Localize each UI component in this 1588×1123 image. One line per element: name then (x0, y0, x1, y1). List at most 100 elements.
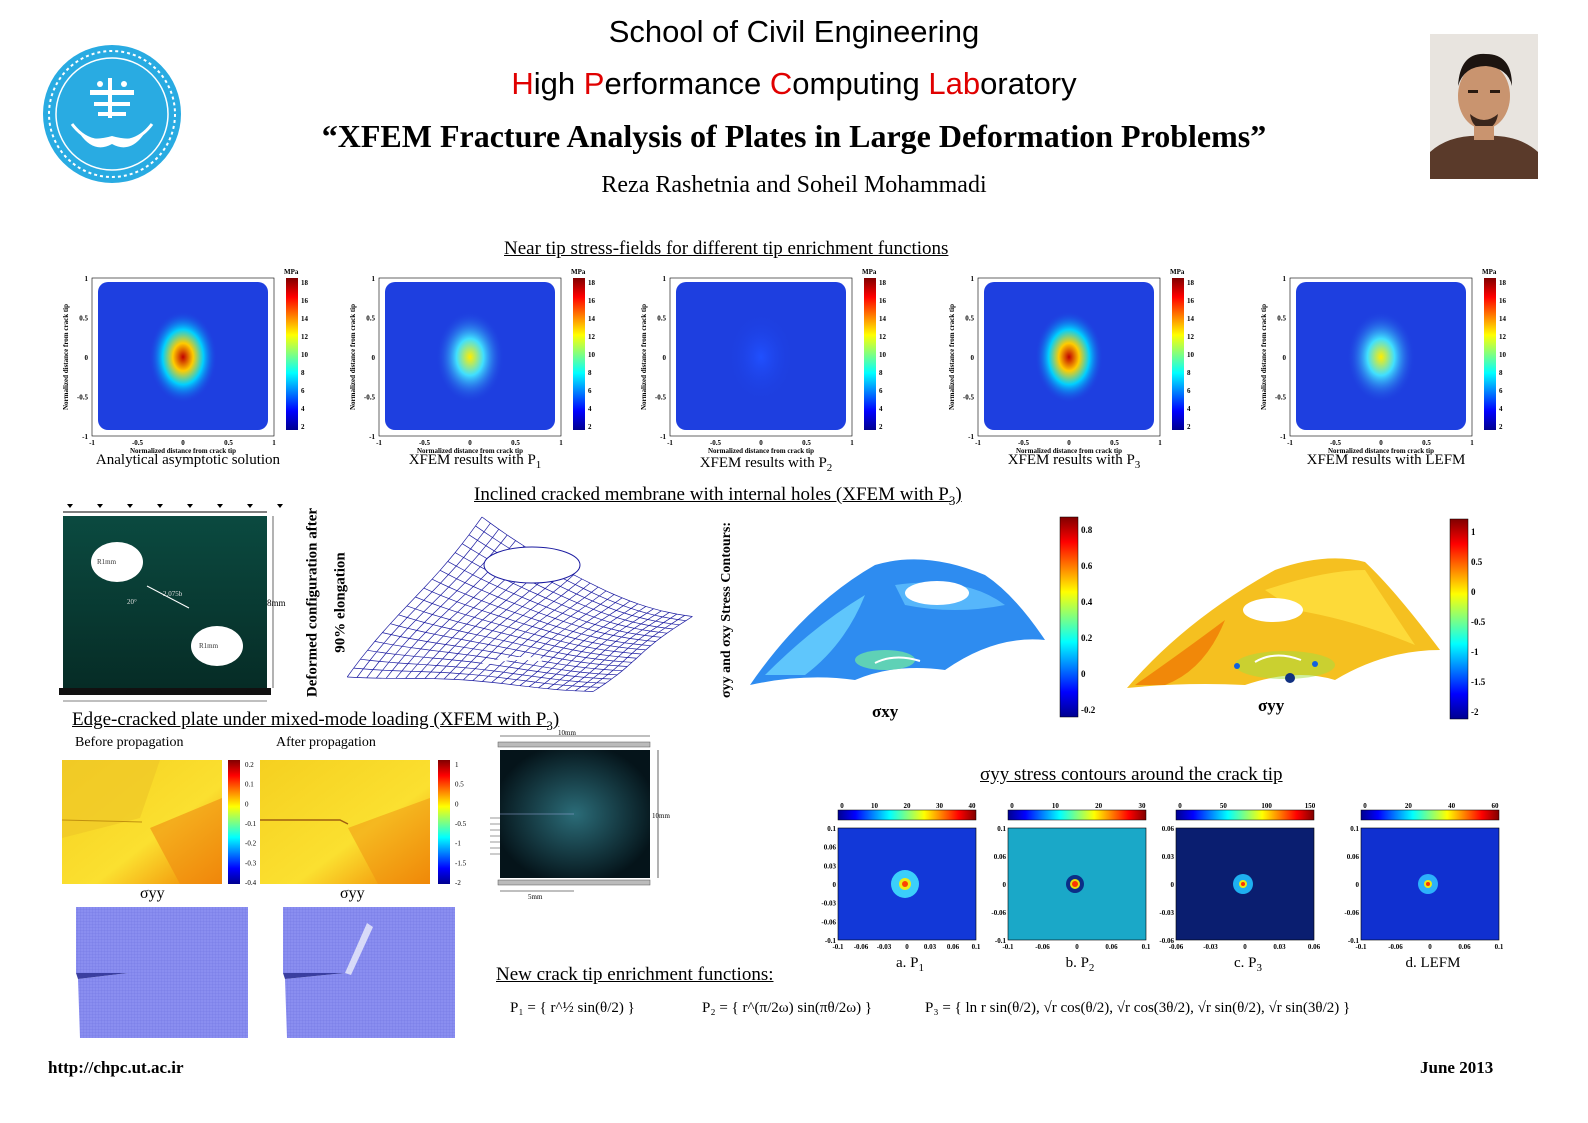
colorbar-tick-label: 18 (1187, 279, 1195, 287)
colorbar-tick-label: 4 (879, 405, 883, 413)
colorbar-tick-label: 18 (588, 279, 596, 287)
colorbar-tick-label: 0.5 (455, 781, 464, 789)
x-tick-label: 0.06 (1308, 943, 1321, 951)
colorbar-tick-label: 1 (455, 761, 459, 769)
equation-p2: P₂ = { r^(π/2ω) sin(πθ/2ω) } (702, 1000, 873, 1016)
x-tick-label: 1 (559, 439, 563, 447)
y-tick-label: -0.1 (1348, 937, 1360, 945)
colorbar-tick-label: 0 (1081, 669, 1086, 679)
x-tick-label: 0.1 (972, 943, 981, 951)
x-tick-label: -1 (975, 439, 981, 447)
x-tick-label: 1 (1470, 439, 1474, 447)
colorbar-tick-label: 14 (301, 315, 309, 323)
near-tip-caption-4: XFEM results with P3 (1007, 452, 1141, 471)
colorbar-tick-label: -0.1 (245, 820, 257, 828)
x-tick-label: 0.1 (1142, 943, 1151, 951)
colorbar-unit: MPa (284, 268, 299, 276)
y-axis-label: Normalized distance from crack tip (62, 304, 70, 410)
y-tick-label: 1 (372, 275, 376, 283)
svg-text:10mm: 10mm (558, 729, 576, 737)
y-axis-label: Normalized distance from crack tip (640, 304, 648, 410)
after-propagation-contour (258, 758, 463, 888)
section5-title: New crack tip enrichment functions: (496, 964, 774, 985)
x-tick-label: 0.5 (1422, 439, 1431, 447)
x-tick-label: -0.1 (1355, 943, 1367, 951)
colorbar-tick-label: 0.1 (245, 781, 254, 789)
colorbar-tick-label: 4 (301, 405, 305, 413)
y-tick-label: -0.06 (1344, 909, 1359, 917)
colorbar-tick-label: 60 (1492, 802, 1500, 810)
y-axis-label: Normalized distance from crack tip (1260, 304, 1268, 410)
colorbar-tick-label: 14 (879, 315, 887, 323)
colorbar-tick-label: 12 (879, 333, 887, 341)
x-axis-label: Normalized distance from crack tip (708, 447, 814, 455)
y-tick-label: -0.06 (1159, 937, 1174, 945)
x-axis-label: Normalized distance from crack tip (130, 447, 236, 455)
colorbar-tick-label: 8 (1187, 369, 1191, 377)
colorbar-tick-label: 12 (588, 333, 596, 341)
x-tick-label: 0 (905, 943, 909, 951)
colorbar-tick-label: 10 (1187, 351, 1195, 359)
edge-cracked-geometry: 10mm w 5mm 10mm (482, 728, 680, 903)
near-tip-panel-5: 1 0.5 0 -0.5 -1 -1 -0.5 0 0.5 1 Normalized distanc… (1256, 260, 1516, 460)
colorbar-tick-label: -1 (1471, 647, 1479, 657)
crack-tip-panel-1: 0 10 20 30 40 0.1 0.06 0.03 0 -0.03 -0.06 -0.1 -0.1 -… (820, 800, 985, 960)
colorbar-tick-label: 0 (1178, 802, 1182, 810)
y-tick-label: -1 (369, 433, 375, 441)
crack-tip-caption-1: a. P1 (896, 955, 924, 974)
y-tick-label: 0.5 (366, 315, 375, 323)
x-tick-label: 0.03 (1273, 943, 1286, 951)
colorbar-tick-label: 6 (1187, 387, 1191, 395)
y-tick-label: -0.5 (655, 394, 667, 402)
x-tick-label: -0.5 (710, 439, 722, 447)
svg-text:R1mm: R1mm (199, 642, 219, 650)
x-tick-label: 0.03 (924, 943, 937, 951)
x-tick-label: -1 (376, 439, 382, 447)
section4-title: σyy stress contours around the crack tip (980, 764, 1283, 785)
footer-url[interactable]: http://chpc.ut.ac.ir (48, 1058, 184, 1077)
near-tip-panel-2: 1 0.5 0 -0.5 -1 -1 -0.5 0 0.5 1 Normalized distanc… (345, 260, 605, 460)
y-tick-label: 0 (372, 354, 376, 362)
x-axis-label: Normalized distance from crack tip (417, 447, 523, 455)
colorbar-tick-label: 10 (301, 351, 309, 359)
x-tick-label: -1 (89, 439, 95, 447)
y-tick-label: 0 (833, 881, 837, 889)
colorbar-tick-label: 14 (1499, 315, 1507, 323)
x-tick-label: 0.06 (1105, 943, 1118, 951)
x-tick-label: 0.06 (947, 943, 960, 951)
y-tick-label: 0.5 (657, 315, 666, 323)
y-tick-label: 0.1 (1350, 825, 1359, 833)
colorbar-tick-label: -0.5 (455, 820, 467, 828)
y-tick-label: -0.5 (364, 394, 376, 402)
x-tick-label: 0 (1379, 439, 1383, 447)
colorbar-tick-label: -0.4 (245, 879, 257, 887)
y-axis-label: Normalized distance from crack tip (948, 304, 956, 410)
svg-text:10mm: 10mm (652, 812, 670, 820)
colorbar-tick-label: 18 (1499, 279, 1507, 287)
x-tick-label: 0 (1243, 943, 1247, 951)
colorbar-tick-label: 0 (840, 802, 844, 810)
near-tip-panel-3: 1 0.5 0 -0.5 -1 -1 -0.5 0 0.5 1 Normalized distanc… (636, 260, 896, 460)
svg-text:8mm: 8mm (267, 598, 286, 608)
colorbar-tick-label: 8 (879, 369, 883, 377)
y-tick-label: -1 (82, 433, 88, 441)
x-tick-label: -1 (1287, 439, 1293, 447)
membrane-geometry-figure: R1mm R1mm 2.075b 20° 8mm 8mm (55, 500, 325, 712)
colorbar-tick-label: 18 (879, 279, 887, 287)
colorbar-tick-label: 6 (588, 387, 592, 395)
colorbar-tick-label: 4 (588, 405, 592, 413)
x-tick-label: 1 (272, 439, 276, 447)
colorbar-tick-label: -1.5 (455, 859, 467, 867)
colorbar-tick-label: -1.5 (1471, 677, 1486, 687)
y-tick-label: -0.5 (963, 394, 975, 402)
colorbar-tick-label: 6 (1499, 387, 1503, 395)
y-tick-label: 1 (663, 275, 667, 283)
y-tick-label: 0 (663, 354, 667, 362)
before-propagation-label: Before propagation (75, 735, 184, 750)
colorbar-tick-label: 16 (1187, 297, 1195, 305)
x-axis-label: Normalized distance from crack tip (1016, 447, 1122, 455)
colorbar-tick-label: -1 (455, 840, 461, 848)
crack-tip-caption-3: c. P3 (1234, 955, 1262, 974)
colorbar-unit: MPa (862, 268, 877, 276)
section3-title: Edge-cracked plate under mixed-mode load… (72, 709, 560, 733)
